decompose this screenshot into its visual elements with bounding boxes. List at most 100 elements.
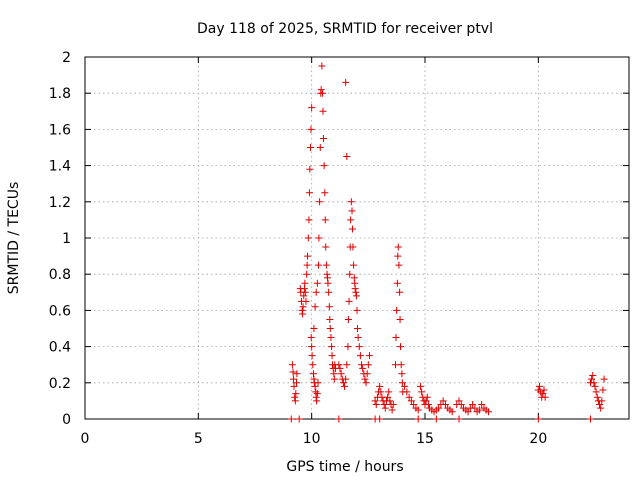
data-point [348,225,356,233]
data-point [376,382,384,390]
data-point [597,404,605,412]
data-point [314,379,322,387]
data-point [590,379,598,387]
data-point [349,243,357,251]
y-tick-label: 0.4 [49,340,71,356]
data-point [309,361,317,369]
data-point [351,285,359,293]
grid-lines [85,57,629,419]
data-point [325,303,333,311]
data-point [593,393,601,401]
data-point [386,397,394,405]
data-point [394,252,402,260]
data-points [287,62,608,423]
data-point [287,415,295,423]
data-point [330,375,338,383]
data-point [353,306,361,314]
data-point [347,198,355,206]
data-point [398,370,406,378]
data-point [319,134,327,142]
data-point [313,390,321,398]
data-point [478,401,486,409]
data-point [344,315,352,323]
data-point [320,162,328,170]
data-point [319,89,327,97]
data-point [318,62,326,70]
y-tick-label: 0.2 [49,376,71,392]
data-point [484,408,492,416]
data-point [316,144,324,151]
data-point [364,361,372,369]
data-point [316,198,324,206]
data-point [342,375,350,383]
data-point [362,379,370,387]
data-point [439,397,447,405]
data-point [312,288,320,296]
data-point [396,315,404,323]
data-point [336,364,344,372]
x-tick-label: 5 [194,431,203,447]
data-point [339,379,347,387]
data-point [422,397,430,405]
data-point [398,379,406,387]
data-point [310,325,318,332]
y-tick-label: 0 [62,412,71,428]
y-tick-label: 0.6 [49,303,71,319]
data-point [432,415,440,423]
data-point [353,292,361,300]
data-point [410,401,418,409]
data-point [371,397,379,405]
data-point [314,261,322,269]
data-point [307,125,315,133]
data-point [397,343,405,351]
data-point [588,375,596,383]
data-point [540,386,548,394]
y-tick-label: 1.4 [49,159,71,175]
data-point [328,352,336,360]
data-point [341,382,349,390]
data-point [303,261,311,269]
data-point [321,216,329,224]
data-point [372,401,380,409]
data-point [303,270,311,278]
data-point [475,406,483,414]
data-point [346,270,354,278]
data-point [464,408,472,416]
data-point [403,388,411,396]
data-point [358,361,366,369]
data-point [322,243,330,251]
y-axis-label: SRMTID / TECUs [6,182,22,295]
data-point [435,404,443,412]
data-point [385,388,393,396]
data-point [393,306,401,314]
axis-ticks [84,56,629,420]
y-tick-label: 0.8 [49,267,71,283]
data-point [350,261,358,269]
x-tick-label: 0 [81,431,90,447]
data-point [326,315,334,323]
data-point [313,279,321,287]
data-point [307,334,315,342]
data-point [356,352,364,360]
y-tick-label: 1 [62,231,71,247]
data-point [292,390,300,398]
y-tick-label: 1.6 [49,122,71,138]
data-point [322,261,330,269]
y-tick-label: 2 [62,50,71,66]
data-point [589,372,597,380]
y-tick-labels: 0 0.2 0.4 0.6 0.8 1 1.2 1.4 1.6 1.8 2 [49,50,71,428]
x-tick-label: 15 [416,431,434,447]
data-point [353,325,361,332]
data-point [469,401,477,409]
data-point [306,165,314,173]
data-point [308,352,316,360]
data-point [337,370,345,378]
data-point [347,216,355,224]
chart-title: Day 118 of 2025, SRMTID for receiver ptv… [197,21,493,37]
data-point [291,393,299,401]
data-point [326,325,334,332]
data-point [380,401,388,409]
data-point [342,78,350,86]
data-point [295,415,303,423]
